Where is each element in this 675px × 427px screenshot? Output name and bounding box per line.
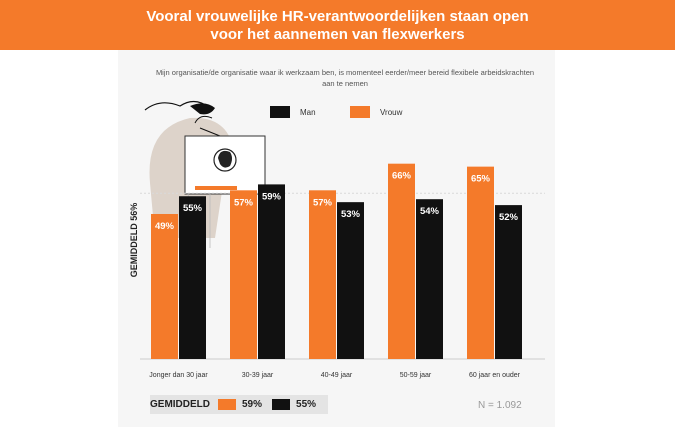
data-label-vrouw-0: 49% — [155, 221, 175, 232]
chart-subtitle: Mijn organisatie/de organisatie waar ik … — [155, 68, 535, 88]
category-label-1: 30-39 jaar — [242, 372, 274, 379]
legend-item-vrouw: Vrouw — [350, 106, 402, 118]
bar-vrouw-1 — [230, 190, 257, 359]
header-band — [0, 0, 675, 50]
bar-man-4 — [495, 205, 522, 359]
legend-item-man: Man — [270, 106, 316, 118]
data-label-man-3: 54% — [420, 206, 440, 217]
bar-vrouw-4 — [467, 166, 494, 359]
sample-size: N = 1.092 — [478, 400, 522, 411]
category-label-3: 50-59 jaar — [400, 372, 432, 379]
data-label-vrouw-2: 57% — [313, 197, 333, 208]
data-label-vrouw-1: 57% — [234, 197, 254, 208]
data-label-man-2: 53% — [341, 209, 361, 220]
data-label-man-1: 59% — [262, 191, 282, 202]
average-swatch-vrouw — [218, 399, 236, 410]
category-label-4: 60 jaar en ouder — [469, 372, 521, 379]
data-label-vrouw-3: 66% — [392, 171, 412, 182]
legend-swatch-vrouw — [350, 106, 370, 118]
bar-man-1 — [258, 184, 285, 359]
bar-vrouw-3 — [388, 163, 415, 359]
average-man-value: 55% — [296, 399, 317, 410]
category-label-0: Jonger dan 30 jaar — [149, 372, 208, 379]
data-label-man-4: 52% — [499, 212, 519, 223]
bar-man-3 — [416, 199, 443, 359]
legend-label-vrouw: Vrouw — [380, 107, 403, 117]
bar-man-0 — [179, 196, 206, 359]
y-axis-label: GEMIDDELD 56% — [129, 203, 139, 278]
person-with-laptop-illustration-icon — [144, 100, 266, 248]
legend-label-man: Man — [300, 107, 316, 117]
average-summary: GEMIDDELD 59% 55% — [150, 395, 328, 414]
average-label: GEMIDDELD — [150, 399, 210, 410]
category-label-2: 40-49 jaar — [321, 372, 353, 379]
bar-vrouw-0 — [151, 213, 178, 359]
legend-swatch-man — [270, 106, 290, 118]
page-title: Vooral vrouwelijke HR-verantwoordelijken… — [146, 8, 529, 43]
data-label-man-0: 55% — [183, 203, 203, 214]
average-swatch-man — [272, 399, 291, 410]
bar-man-2 — [337, 202, 364, 359]
bar-vrouw-2 — [309, 190, 336, 359]
average-vrouw-value: 59% — [242, 399, 263, 410]
data-label-vrouw-4: 65% — [471, 174, 491, 185]
